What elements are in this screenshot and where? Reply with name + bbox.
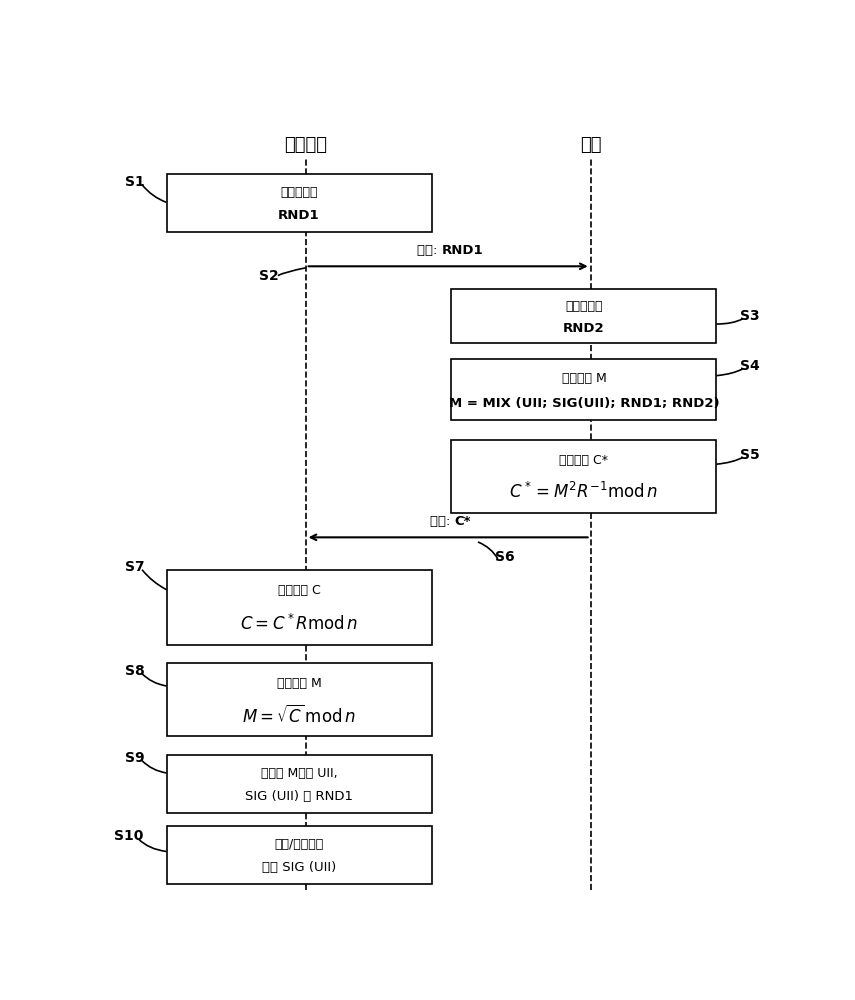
- Bar: [451, 359, 716, 420]
- Text: 识别/验证标签: 识别/验证标签: [274, 838, 324, 851]
- Text: 产生随机数: 产生随机数: [565, 300, 603, 313]
- Text: 检验 SIG (UII): 检验 SIG (UII): [262, 861, 336, 874]
- Bar: [167, 663, 432, 736]
- Text: S6: S6: [495, 550, 514, 564]
- Text: 计算明文 M: 计算明文 M: [277, 677, 321, 690]
- Text: 从明文 M提取 UII,: 从明文 M提取 UII,: [261, 767, 338, 780]
- Bar: [451, 440, 716, 513]
- Text: S9: S9: [125, 751, 144, 765]
- Bar: [167, 174, 432, 232]
- Text: $M=\sqrt{C}\,\mathrm{mod}\,n$: $M=\sqrt{C}\,\mathrm{mod}\,n$: [242, 704, 356, 727]
- Bar: [167, 755, 432, 813]
- Bar: [451, 289, 716, 343]
- Text: 响应:: 响应:: [430, 515, 455, 528]
- Text: 产生随机数: 产生随机数: [280, 186, 318, 199]
- Bar: [167, 570, 432, 645]
- Text: S4: S4: [740, 359, 759, 373]
- Text: S8: S8: [125, 664, 144, 678]
- Text: S1: S1: [125, 175, 144, 189]
- Text: S3: S3: [740, 309, 759, 323]
- Text: 产生明文 M: 产生明文 M: [562, 372, 606, 385]
- Text: $C^*=M^2R^{-1}\mathrm{mod}\,n$: $C^*=M^2R^{-1}\mathrm{mod}\,n$: [510, 482, 658, 502]
- Text: S10: S10: [114, 829, 144, 843]
- Text: 读取设备: 读取设备: [284, 136, 327, 154]
- Text: RND1: RND1: [278, 209, 320, 222]
- Bar: [167, 826, 432, 884]
- Text: C*: C*: [455, 515, 471, 528]
- Text: SIG (UII) 和 RND1: SIG (UII) 和 RND1: [245, 790, 353, 803]
- Text: $C=C^*R\mathrm{mod}\,n$: $C=C^*R\mathrm{mod}\,n$: [240, 614, 358, 634]
- Text: RND2: RND2: [563, 322, 604, 335]
- Text: RND1: RND1: [441, 244, 483, 257]
- Text: 挑战:: 挑战:: [417, 244, 441, 257]
- Text: 计算密文 C: 计算密文 C: [278, 584, 321, 597]
- Text: S2: S2: [259, 269, 279, 283]
- Text: M = MIX (UII; SIG(UII); RND1; RND2): M = MIX (UII; SIG(UII); RND1; RND2): [449, 397, 719, 410]
- Text: S7: S7: [125, 560, 144, 574]
- Text: S5: S5: [740, 448, 759, 462]
- Text: 计算密文 C*: 计算密文 C*: [559, 454, 609, 467]
- Text: 标签: 标签: [580, 136, 601, 154]
